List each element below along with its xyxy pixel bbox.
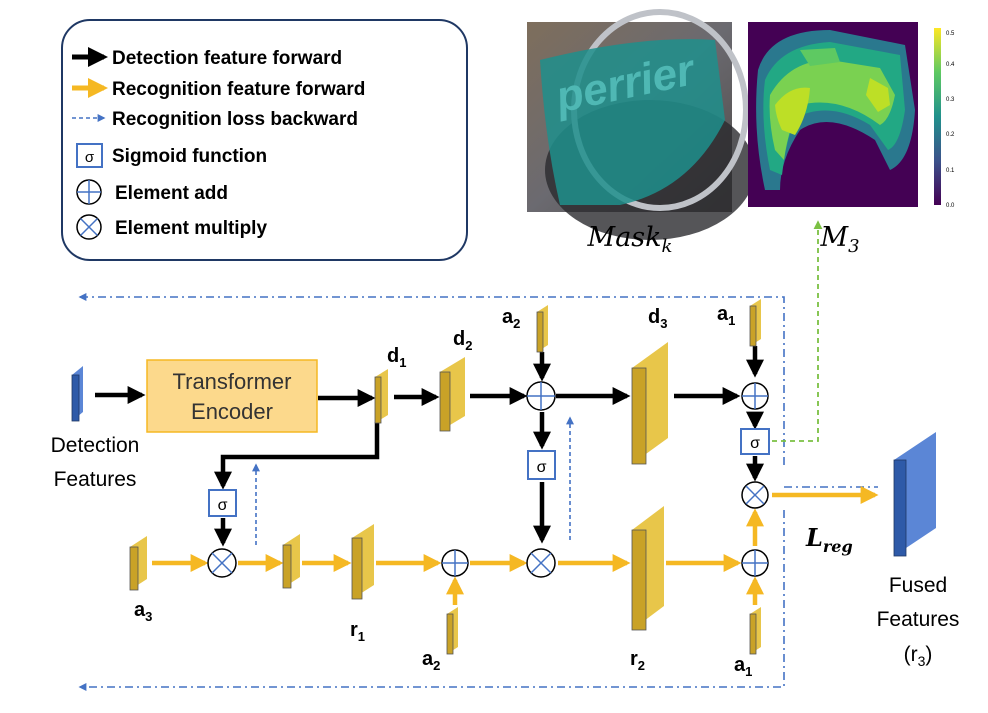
colorbar-tick-4: 0.1 [946, 168, 955, 174]
mask-photo: perrier [527, 9, 755, 240]
sigmoid-icon-symbol: σ [85, 149, 95, 166]
legend-box [61, 19, 468, 261]
recognition-path [152, 486, 879, 605]
multiply-node-left [207, 548, 237, 578]
mask-k-label: Maskk [587, 222, 673, 257]
label-d1: d1 [387, 345, 406, 370]
element-multiply-icon [76, 214, 102, 240]
label-a1-top: a1 [717, 303, 735, 328]
top-backward-arrow [78, 293, 785, 465]
legend-label-detection: Detection feature forward [112, 48, 342, 69]
add-node-right-bottom [741, 549, 769, 577]
feature-a3 [129, 536, 147, 591]
feature-r1 [351, 524, 374, 600]
fused-features-label-3: (r3) [904, 643, 933, 669]
label-r1: r1 [350, 619, 365, 644]
add-node-bottom [441, 549, 469, 577]
multiply-node-right [741, 481, 769, 509]
feature-r2 [631, 506, 664, 631]
label-a2-top: a2 [502, 306, 520, 331]
label-d3: d3 [648, 306, 667, 331]
feature-intermediate [282, 534, 300, 589]
colorbar-tick-2: 0.3 [946, 97, 955, 103]
fused-features-block [893, 432, 936, 557]
feature-a2-bottom [446, 607, 458, 655]
m3-colorbar: 0.5 0.4 0.3 0.2 0.1 0.0 [934, 28, 955, 209]
detection-features-label-2: Features [54, 468, 137, 491]
label-d2: d2 [453, 328, 472, 353]
m3-heatmap [748, 22, 918, 207]
colorbar-tick-3: 0.2 [946, 132, 955, 138]
transformer-encoder-box [146, 359, 318, 433]
feature-a1-top [749, 299, 761, 347]
bottom-backward-arrow [78, 510, 785, 691]
colorbar-tick-0: 0.5 [946, 31, 955, 37]
detection-features-label-1: Detection [51, 434, 140, 457]
legend-label-add: Element add [115, 183, 228, 204]
sigmoid-symbol-middle: σ [537, 459, 547, 476]
mask-to-m3-arrow [772, 220, 823, 442]
transformer-label-1: Transformer [173, 369, 292, 394]
legend-label-recognition: Recognition feature forward [112, 79, 365, 100]
label-r2: r2 [630, 648, 645, 673]
legend-label-loss: Recognition loss backward [112, 109, 358, 130]
colorbar-tick-1: 0.4 [946, 62, 955, 68]
m3-label: M3 [819, 222, 859, 257]
add-node-right-top [741, 382, 769, 410]
feature-a1-bottom [749, 607, 761, 655]
feature-a2-top [536, 305, 548, 353]
legend-label-multiply: Element multiply [115, 218, 267, 239]
add-node-top [526, 381, 556, 411]
legend-label-sigmoid: Sigmoid function [112, 146, 267, 167]
feature-d3 [631, 342, 668, 465]
feature-d2 [439, 357, 465, 432]
detection-path [95, 346, 764, 547]
loss-label: Lreg [805, 523, 853, 556]
multiply-node-middle [526, 548, 556, 578]
feature-d1 [374, 369, 388, 424]
fused-features-label-1: Fused [889, 574, 947, 597]
sigmoid-box-right [740, 428, 770, 455]
sigmoid-symbol-left: σ [218, 497, 228, 514]
element-add-icon [76, 179, 102, 205]
label-a3: a3 [134, 599, 152, 624]
detection-features-block [71, 366, 83, 422]
label-a2-bottom: a2 [422, 648, 440, 673]
sigmoid-symbol-right: σ [750, 435, 760, 452]
legend: Detection feature forward Recognition fe… [61, 19, 468, 261]
sigmoid-box-left [208, 489, 237, 517]
colorbar-tick-5: 0.0 [946, 203, 955, 209]
sigmoid-box-middle [527, 450, 556, 480]
label-a1-bottom: a1 [734, 654, 752, 679]
fused-features-label-2: Features [877, 608, 960, 631]
transformer-label-2: Encoder [191, 399, 273, 424]
sigmoid-icon [76, 143, 103, 168]
